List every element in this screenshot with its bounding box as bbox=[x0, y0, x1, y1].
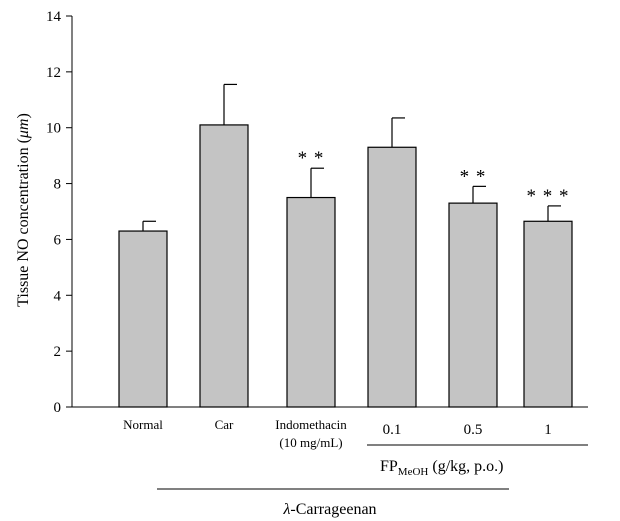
bar bbox=[118, 230, 168, 408]
fp-group-rest: (g/kg, p.o.) bbox=[428, 458, 503, 475]
y-tick-label: 4 bbox=[54, 288, 62, 304]
significance-marker: * * * bbox=[527, 186, 570, 207]
category-sublabel: (10 mg/mL) bbox=[279, 435, 342, 450]
y-tick-label: 2 bbox=[54, 344, 62, 360]
bar bbox=[367, 146, 417, 408]
fp-group-main: FP bbox=[380, 458, 398, 475]
category-label: Car bbox=[215, 417, 234, 432]
y-axis-title: Tissue NO concentration (μm) bbox=[15, 113, 32, 307]
y-tick-label: 10 bbox=[46, 121, 61, 137]
carrageenan-group-label: λ-Carrageenan bbox=[282, 501, 376, 518]
labels: Normal Car * * Indomethacin (10 mg/mL) 0.1 * *… bbox=[123, 148, 570, 450]
significance-marker: * * bbox=[460, 166, 487, 187]
y-tick-label: 8 bbox=[54, 177, 62, 193]
category-label: 0.5 bbox=[464, 422, 483, 438]
fp-group-label: FPMeOH (g/kg, p.o.) bbox=[380, 458, 503, 478]
y-tick-label: 0 bbox=[54, 400, 62, 416]
y-tick-label: 12 bbox=[46, 65, 61, 81]
significance-marker: * * bbox=[298, 148, 325, 169]
bar bbox=[199, 124, 249, 408]
bar bbox=[448, 202, 498, 408]
fp-group-sub: MeOH bbox=[398, 466, 429, 478]
carrageenan-text: -Carrageenan bbox=[290, 501, 376, 518]
category-label: Normal bbox=[123, 417, 163, 432]
y-tick-label: 14 bbox=[46, 9, 62, 25]
y-tick-label: 6 bbox=[54, 232, 62, 248]
category-label: 1 bbox=[544, 422, 552, 438]
y-axis-title-close: ) bbox=[15, 113, 32, 118]
y-axis-title-text: Tissue NO concentration ( bbox=[15, 138, 32, 307]
bars bbox=[118, 83, 573, 408]
category-label: Indomethacin bbox=[275, 417, 347, 432]
bar bbox=[286, 196, 336, 408]
category-label: 0.1 bbox=[383, 422, 402, 438]
y-axis-title-unit: μm bbox=[15, 119, 32, 140]
carrageenan-lambda: λ bbox=[282, 501, 290, 518]
bar bbox=[523, 220, 573, 408]
